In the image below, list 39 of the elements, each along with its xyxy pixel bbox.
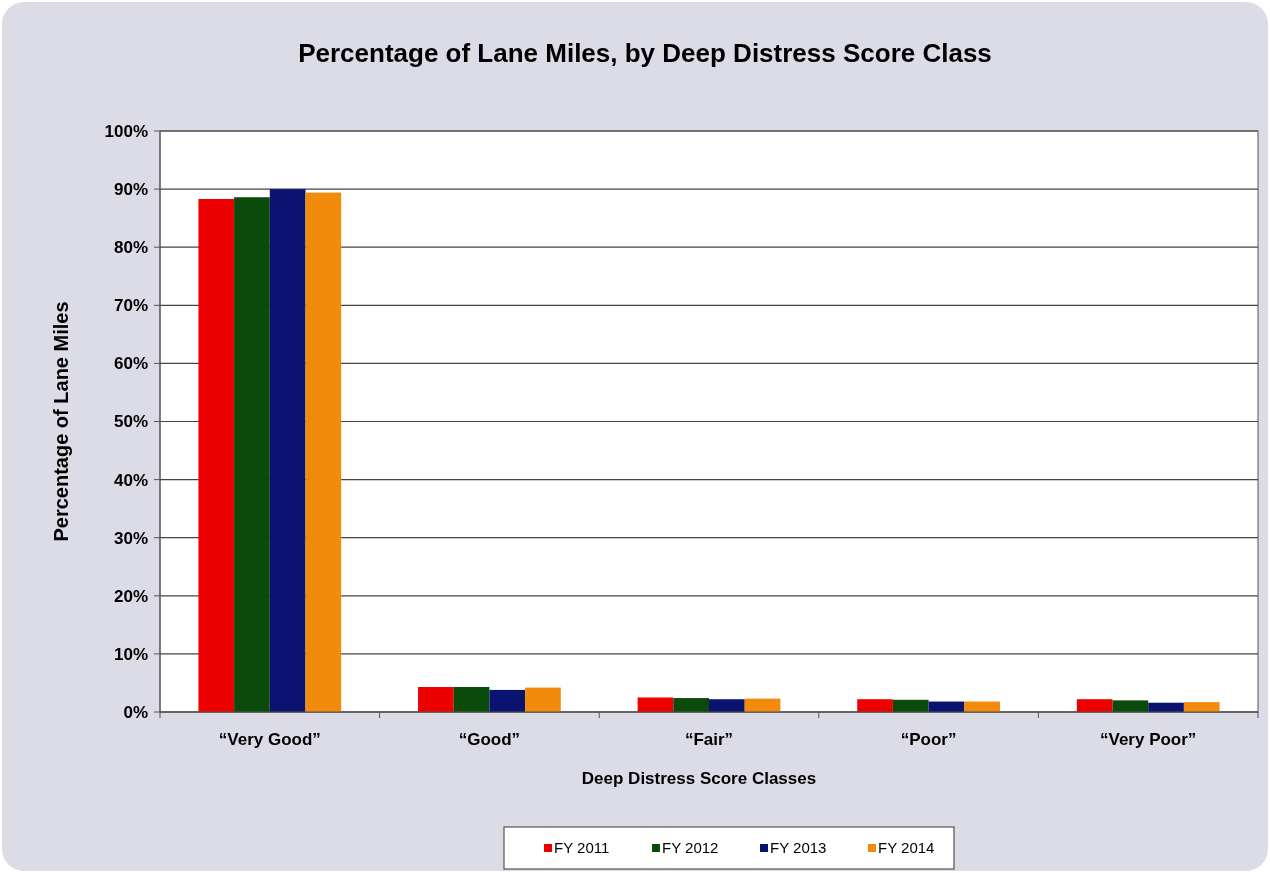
x-tick-label: “Very Good” <box>218 730 321 749</box>
x-tick-label: “Poor” <box>900 730 957 749</box>
chart-title: Percentage of Lane Miles, by Deep Distress Score Class <box>298 38 992 68</box>
y-tick-label: 100% <box>104 121 148 141</box>
bar <box>1076 699 1113 712</box>
y-tick-label: 10% <box>113 644 148 664</box>
y-tick-label: 50% <box>113 412 148 432</box>
y-tick-label: 70% <box>113 296 148 316</box>
bar <box>1112 700 1149 712</box>
legend-label: FY 2011 <box>554 839 610 856</box>
bar <box>305 192 342 712</box>
bar <box>234 197 270 712</box>
bar <box>418 687 454 712</box>
bar <box>198 198 235 712</box>
x-tick-label: “Very Poor” <box>1100 730 1197 749</box>
bar <box>892 699 929 712</box>
bar <box>673 698 709 712</box>
x-tick-label: “Good” <box>458 730 521 749</box>
y-tick-label: 0% <box>123 702 148 722</box>
bar <box>489 689 526 712</box>
y-tick-label: 40% <box>113 470 148 490</box>
bar <box>1183 702 1220 712</box>
bar <box>857 699 893 712</box>
y-tick-label: 30% <box>113 528 148 548</box>
x-tick-label: “Fair” <box>684 730 734 749</box>
bar <box>453 687 490 712</box>
x-axis-title: Deep Distress Score Classes <box>581 769 817 788</box>
y-tick-label: 20% <box>113 586 148 606</box>
bar <box>709 699 745 712</box>
bar <box>637 697 674 712</box>
bar <box>269 189 306 712</box>
y-tick-label: 90% <box>113 180 148 200</box>
y-axis-title: Percentage of Lane Miles <box>50 301 72 542</box>
y-tick-label: 60% <box>113 354 148 374</box>
y-tick-label: 80% <box>113 238 148 258</box>
legend-label: FY 2012 <box>662 839 719 856</box>
legend-label: FY 2014 <box>878 839 935 856</box>
legend-label: FY 2013 <box>770 839 827 856</box>
bar <box>525 687 561 712</box>
